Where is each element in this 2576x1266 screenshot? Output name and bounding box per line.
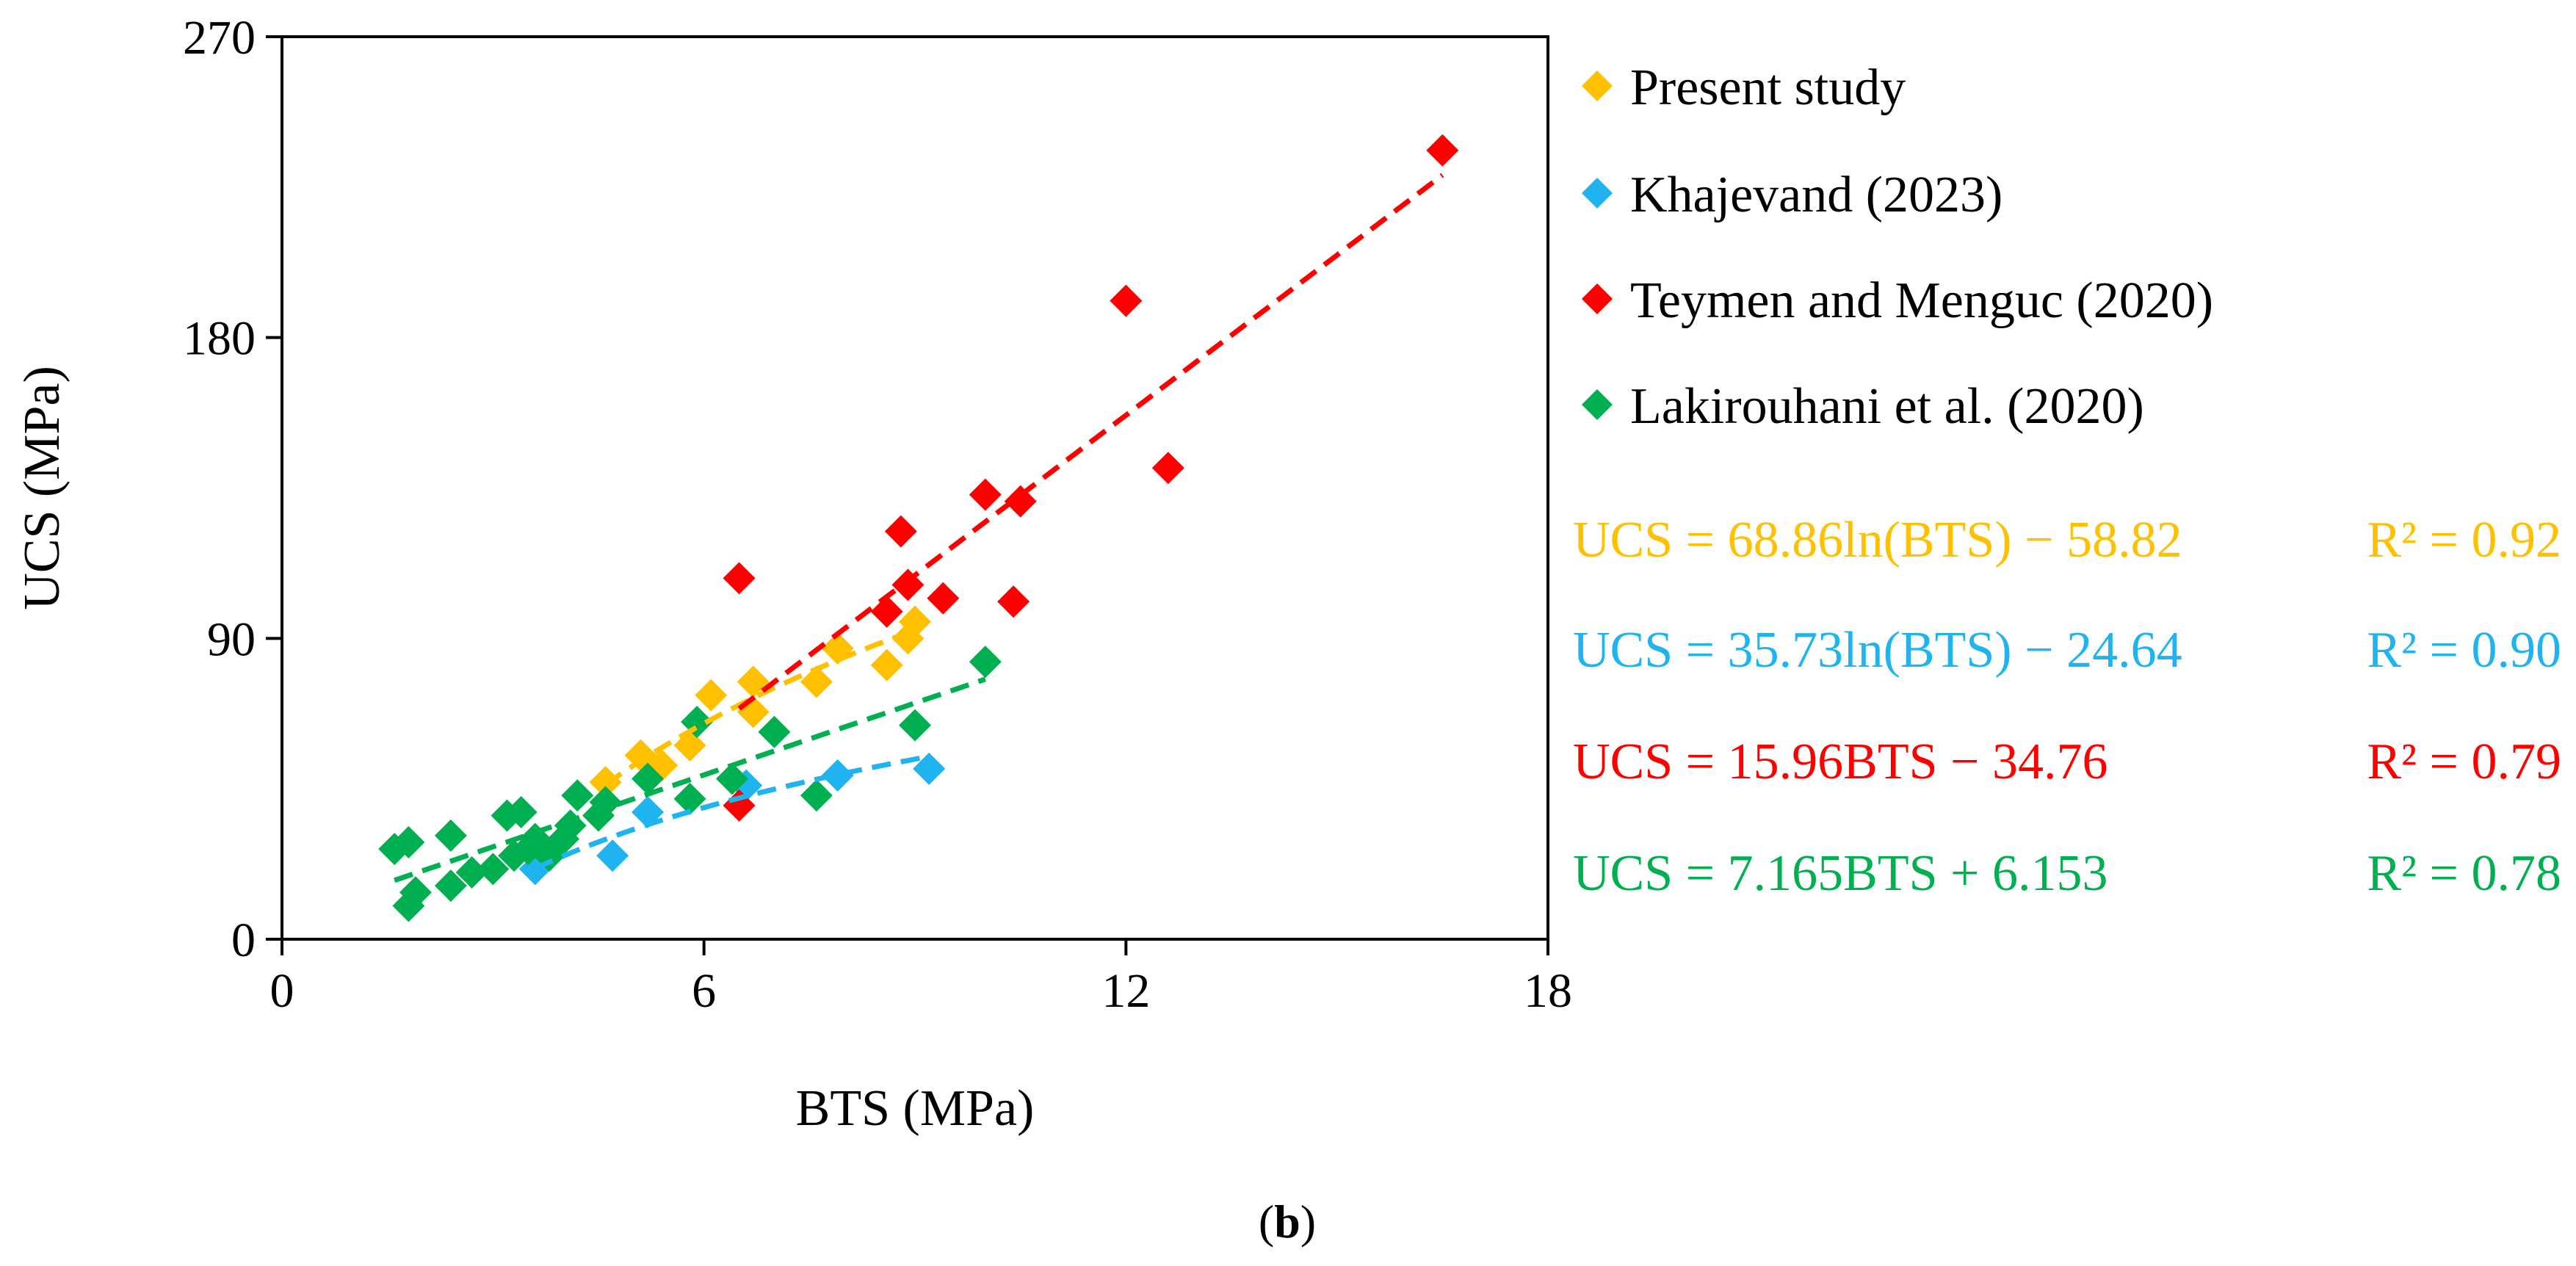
series-2-point-11 xyxy=(1426,134,1459,167)
legend: Present study Khajevand (2023) Teymen and … xyxy=(1582,59,2213,435)
x-tick-label-0: 0 xyxy=(270,964,294,1018)
series-3-point-10 xyxy=(504,796,538,829)
series-2-point-7 xyxy=(997,585,1030,618)
r-squared-0: R² = 0.92 xyxy=(2367,512,2561,568)
legend-label-3: Lakirouhani et al. (2020) xyxy=(1630,378,2144,435)
legend-marker-0 xyxy=(1582,70,1613,101)
series-3-point-25 xyxy=(899,709,931,742)
r-squared-2: R² = 0.79 xyxy=(2367,734,2561,790)
legend-label-0: Present study xyxy=(1630,59,1906,116)
x-axis-title: BTS (MPa) xyxy=(796,1080,1035,1137)
legend-label-1: Khajevand (2023) xyxy=(1630,167,2002,223)
y-tick-label-0: 0 xyxy=(231,914,256,967)
r-squared-1: R² = 0.90 xyxy=(2367,622,2561,679)
x-tick-label-3: 18 xyxy=(1524,964,1572,1018)
x-tick-label-2: 12 xyxy=(1101,964,1150,1018)
caption-open-paren: ( xyxy=(1259,1196,1274,1248)
series-3-point-1 xyxy=(392,825,425,858)
legend-marker-3 xyxy=(1582,389,1613,420)
series-2-point-10 xyxy=(1151,452,1184,485)
caption-close-paren: ) xyxy=(1300,1196,1316,1248)
series-2-point-1 xyxy=(723,562,756,595)
plot-border xyxy=(281,35,1549,941)
series-3-point-3 xyxy=(399,876,432,909)
series-1-point-1 xyxy=(596,839,629,872)
legend-marker-1 xyxy=(1582,178,1613,209)
series-3-point-4 xyxy=(434,819,467,852)
series-0-trendline xyxy=(604,627,916,787)
legend-label-2: Teymen and Menguc (2020) xyxy=(1630,272,2213,329)
caption-letter: b xyxy=(1274,1196,1300,1248)
y-tick-label-1: 90 xyxy=(207,612,256,666)
series-2-point-5 xyxy=(927,582,960,615)
series-0-point-7 xyxy=(800,665,833,698)
series-3-point-26 xyxy=(969,645,1002,679)
series-3-point-23 xyxy=(758,715,791,748)
series-2-point-9 xyxy=(1110,284,1143,317)
series-0-point-9 xyxy=(870,648,903,681)
series-2-trendline xyxy=(737,173,1444,711)
series-2-point-3 xyxy=(884,515,917,548)
series-3-point-22 xyxy=(715,762,748,795)
series-0-point-11 xyxy=(899,605,931,638)
y-axis-title: UCS (MPa) xyxy=(14,366,70,610)
series-3-trendline xyxy=(394,676,986,883)
equation-0: UCS = 68.86ln(BTS) − 58.82 xyxy=(1573,512,2182,568)
x-tick-label-1: 6 xyxy=(692,964,716,1018)
equation-2: UCS = 15.96BTS − 34.76 xyxy=(1573,734,2108,790)
series-0-point-6 xyxy=(737,665,770,698)
series-2-point-4 xyxy=(891,568,925,601)
series-2-point-2 xyxy=(870,595,903,628)
series-3-point-19 xyxy=(632,762,665,795)
series-3-point-7 xyxy=(477,853,510,886)
y-tick-label-3: 270 xyxy=(183,11,256,65)
y-tick-label-2: 180 xyxy=(183,312,256,366)
series-3-point-6 xyxy=(455,856,488,889)
equation-1: UCS = 35.73ln(BTS) − 24.64 xyxy=(1573,622,2182,679)
legend-marker-2 xyxy=(1582,283,1613,314)
trendline-equations: UCS = 68.86ln(BTS) − 58.82 R² = 0.92 UCS =… xyxy=(1573,512,2561,902)
caption: (b) xyxy=(1259,1196,1316,1248)
series-2-point-6 xyxy=(969,478,1002,511)
r-squared-3: R² = 0.78 xyxy=(2367,845,2561,902)
series-3-point-5 xyxy=(434,869,467,903)
series-3-point-24 xyxy=(800,779,833,812)
series-0-point-4 xyxy=(695,679,728,712)
series-3-point-16 xyxy=(561,779,594,812)
equation-3: UCS = 7.165BTS + 6.153 xyxy=(1573,845,2108,902)
series-1-trendline xyxy=(534,753,930,871)
series-1-point-5 xyxy=(913,752,946,785)
plot-area xyxy=(378,134,1459,922)
series-3-point-20 xyxy=(673,782,706,815)
series-1-point-4 xyxy=(821,759,854,792)
series-2-point-8 xyxy=(1004,485,1037,518)
